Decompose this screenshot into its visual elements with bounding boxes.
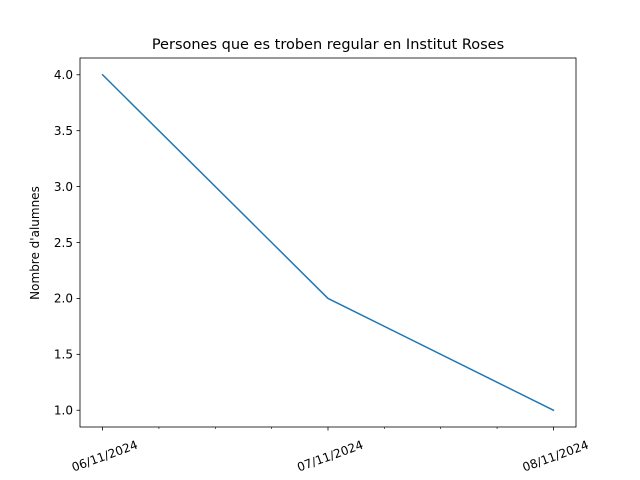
y-tick-label: 3.5 [54, 124, 73, 138]
x-tick-label: 07/11/2024 [295, 438, 365, 475]
y-tick-label: 1.5 [54, 348, 73, 362]
y-tick-label: 1.0 [54, 404, 73, 418]
y-tick-label: 3.0 [54, 180, 73, 194]
y-tick-label: 2.0 [54, 292, 73, 306]
y-tick-label: 4.0 [54, 68, 73, 82]
y-axis-label: Nombre d'alumnes [28, 186, 42, 300]
x-tick-label: 06/11/2024 [70, 438, 140, 475]
x-tick-label: 08/11/2024 [521, 438, 591, 475]
chart-title: Persones que es troben regular en Instit… [152, 37, 504, 53]
series-line [101, 73, 555, 412]
y-tick-label: 2.5 [54, 236, 73, 250]
plot-frame [79, 57, 577, 428]
plot-area: 1.0 1.5 2.0 2.5 3.0 3.5 4.0 06/11/2024 07/11/202… [54, 57, 591, 475]
